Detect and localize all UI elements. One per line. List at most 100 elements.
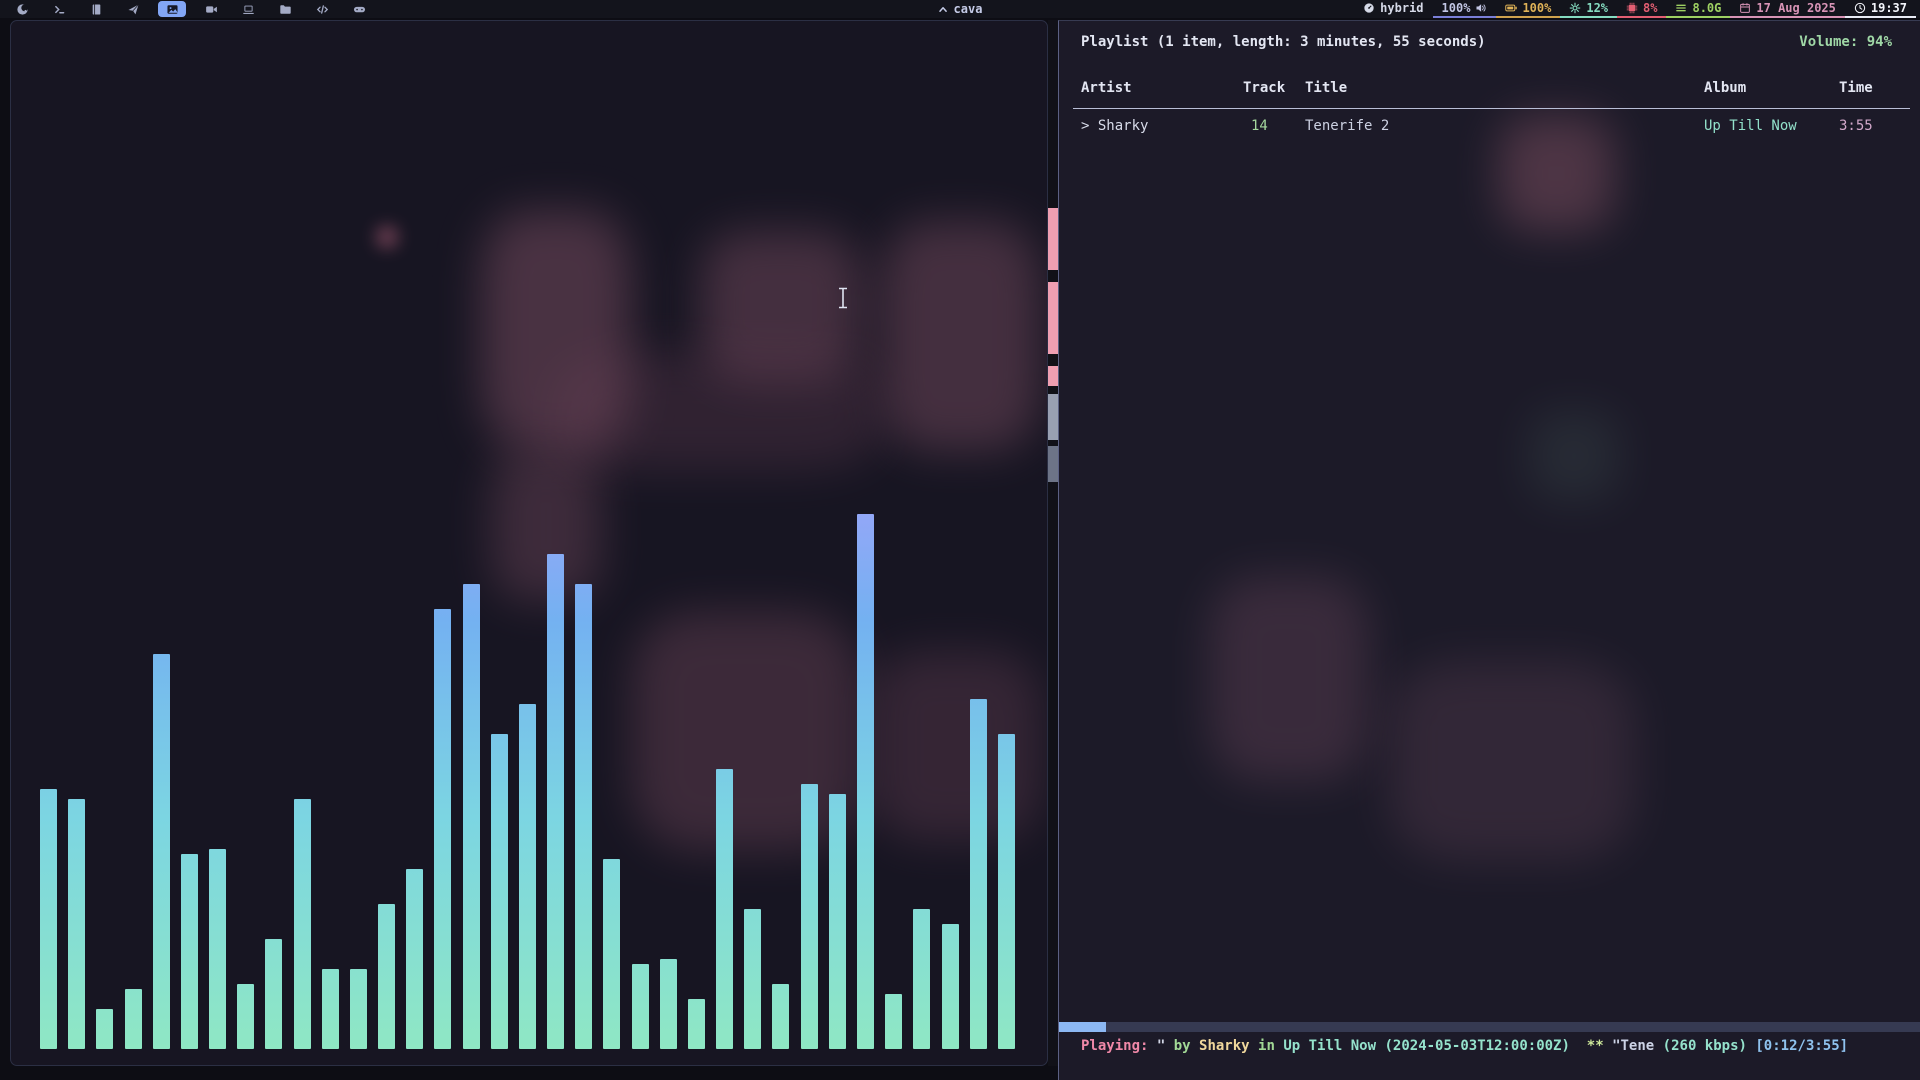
spectrum-bar — [828, 794, 846, 1049]
wallpaper-blob — [481, 211, 631, 451]
image-icon — [166, 3, 179, 16]
tray-volume[interactable]: 100% — [1432, 0, 1497, 18]
laptop-icon — [242, 3, 255, 16]
status-segment: ** — [1578, 1038, 1613, 1054]
tray-label: 8% — [1643, 1, 1658, 15]
calendar-icon — [1739, 2, 1751, 14]
wallpaper-blob — [491, 451, 601, 601]
code-icon — [316, 3, 329, 16]
caret-up-icon — [938, 4, 949, 15]
status-segment: (2024-05-03T12:00:00Z) — [1384, 1038, 1579, 1054]
music-player-window: Playlist (1 item, length: 3 minutes, 55 … — [1058, 20, 1920, 1080]
clock-icon — [1854, 2, 1866, 14]
tray-clock[interactable]: 19:37 — [1844, 0, 1916, 18]
top-status-bar: cava hybrid 100% 100% 12% 8% 8.0G 17 Aug 2025 1… — [0, 0, 1920, 18]
spectrum-bar — [716, 769, 734, 1049]
status-segment: Sharky — [1199, 1038, 1259, 1054]
status-segment: by — [1173, 1038, 1200, 1054]
spectrum-bar — [856, 514, 874, 1049]
spectrum-bar — [969, 699, 987, 1049]
tray-label: 12% — [1586, 1, 1609, 15]
workspace-code[interactable] — [310, 1, 334, 17]
tray-date[interactable]: 17 Aug 2025 — [1730, 0, 1845, 18]
tray-label: 17 Aug 2025 — [1756, 1, 1836, 15]
playlist-summary: Playlist (1 item, length: 3 minutes, 55 … — [1081, 34, 1486, 50]
wallpaper-blob — [1529, 411, 1619, 501]
text-cursor — [837, 287, 849, 309]
status-segment: Up Till Now — [1283, 1038, 1385, 1054]
column-album[interactable]: Album — [1704, 80, 1747, 96]
row-album: Up Till Now — [1704, 118, 1797, 134]
workspace-laptop[interactable] — [236, 1, 260, 17]
wallpaper-blob — [1209, 576, 1369, 781]
column-artist[interactable]: Artist — [1081, 80, 1132, 96]
tray-cpu[interactable]: 12% — [1560, 0, 1618, 18]
gap-segment — [1048, 282, 1058, 354]
workspace-terminal[interactable] — [47, 1, 71, 17]
chip-icon — [1626, 2, 1638, 14]
workspace-video[interactable] — [199, 1, 223, 17]
gear-icon — [1569, 2, 1581, 14]
row-track: 14 — [1251, 118, 1268, 134]
workspace-files[interactable] — [273, 1, 297, 17]
spectrum-bar — [378, 904, 396, 1049]
spectrum-bar — [913, 909, 931, 1049]
wallpaper-blob — [376, 226, 398, 248]
column-track[interactable]: Track — [1243, 80, 1286, 96]
wallpaper-blob — [631, 611, 861, 851]
workspace-send[interactable] — [121, 1, 145, 17]
spectrum-bar — [687, 999, 705, 1049]
spectrum-bar — [772, 984, 790, 1049]
spectrum-bar — [575, 584, 593, 1049]
wallpaper-blob — [701, 231, 861, 381]
workspace-switcher — [4, 0, 371, 18]
spectrum-bar — [490, 734, 508, 1049]
spectrum-bar — [547, 554, 565, 1049]
spectrum-bar — [209, 849, 227, 1049]
status-segment: in — [1258, 1038, 1284, 1054]
tray-layout[interactable]: hybrid — [1354, 0, 1432, 18]
book-icon — [90, 3, 103, 16]
tray-temperature[interactable]: 8% — [1617, 0, 1667, 18]
gap-segment — [1048, 446, 1058, 482]
speaker-icon — [1475, 2, 1487, 14]
spectrum-bar — [349, 969, 367, 1049]
workspace-browser[interactable] — [10, 1, 34, 17]
column-time[interactable]: Time — [1839, 80, 1873, 96]
spectrum-bar — [265, 939, 283, 1049]
gap-segment — [1048, 208, 1058, 270]
spectrum-bar — [997, 734, 1015, 1049]
spectrum-bar — [237, 984, 255, 1049]
column-title[interactable]: Title — [1305, 80, 1348, 96]
playback-progress-bar[interactable] — [1059, 1022, 1920, 1032]
workspace-book[interactable] — [84, 1, 108, 17]
volume-indicator[interactable]: Volume: 94% — [1799, 34, 1892, 50]
audio-spectrum — [40, 49, 1015, 1049]
system-tray: hybrid 100% 100% 12% 8% 8.0G 17 Aug 2025 19:37 — [1354, 0, 1916, 18]
spectrum-bar — [462, 584, 480, 1049]
spectrum-bar — [321, 969, 339, 1049]
tray-label: 100% — [1522, 1, 1552, 15]
tray-label: 8.0G — [1692, 1, 1722, 15]
tray-battery[interactable]: 100% — [1496, 0, 1561, 18]
playlist-column-headers: Artist Track Title Album Time — [1081, 80, 1894, 96]
tray-memory[interactable]: 8.0G — [1666, 0, 1731, 18]
workspace-image[interactable] — [158, 1, 186, 17]
spectrum-bar — [744, 909, 762, 1049]
gap-segment — [1048, 366, 1058, 386]
cava-window — [10, 20, 1048, 1066]
status-segment: "Tene — [1612, 1038, 1663, 1054]
spectrum-bar — [434, 609, 452, 1049]
spectrum-bar — [659, 959, 677, 1049]
spectrum-bar — [96, 1009, 114, 1049]
status-segment: (260 kbps) — [1662, 1038, 1756, 1054]
spectrum-bar — [406, 869, 424, 1049]
terminal-icon — [53, 3, 66, 16]
workspace-games[interactable] — [347, 1, 371, 17]
playlist-row[interactable]: > Sharky 14 Tenerife 2 Up Till Now 3:55 — [1081, 118, 1894, 134]
focused-window-title: cava — [938, 0, 983, 18]
header-separator — [1073, 108, 1910, 109]
window-title-label: cava — [953, 2, 983, 16]
playback-progress-fill — [1059, 1022, 1107, 1032]
